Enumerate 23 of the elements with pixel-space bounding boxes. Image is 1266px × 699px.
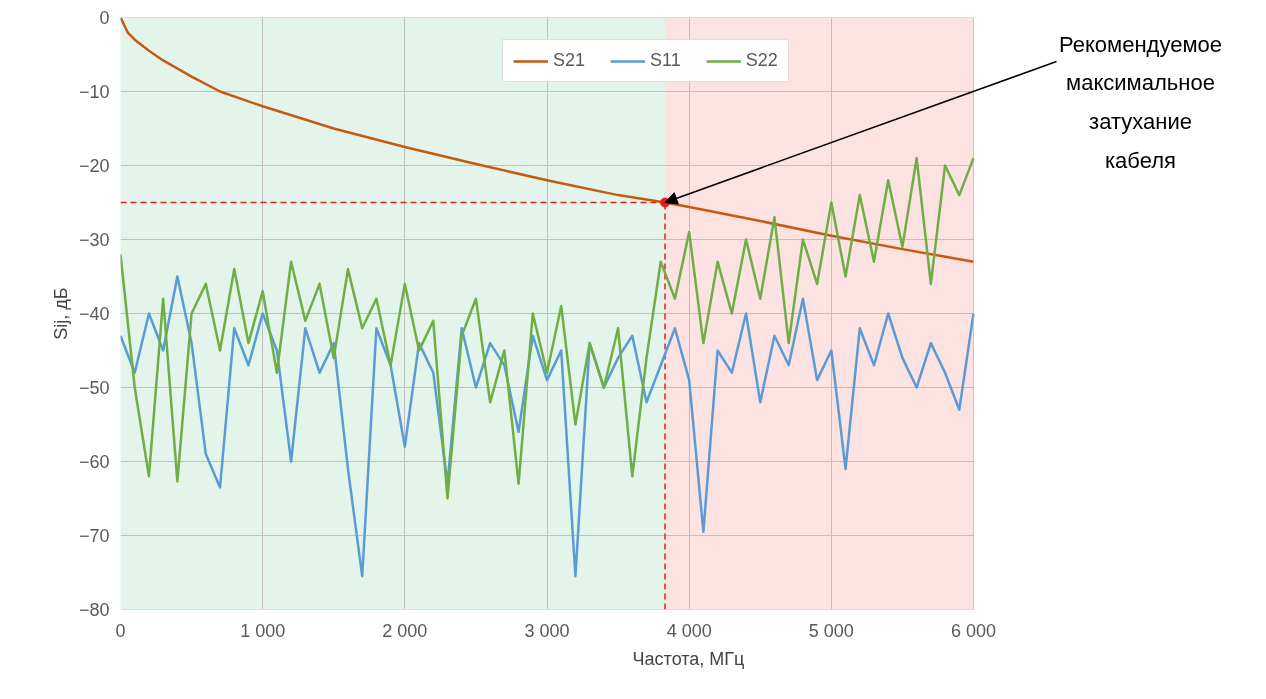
x-tick-label: 3 000 <box>524 620 570 641</box>
y-tick-label: 0 <box>99 8 110 28</box>
x-tick-label: 6 000 <box>950 620 997 641</box>
line-series <box>120 275 975 578</box>
legend-label: S22 <box>745 50 778 71</box>
x-tick-label: 5 000 <box>808 620 854 641</box>
y-tick-label: −80 <box>78 600 110 620</box>
y-tick-label: −20 <box>78 156 110 176</box>
y-tick-label: −30 <box>78 230 110 250</box>
legend-label: S11 <box>650 50 681 71</box>
x-tick-label: 2 000 <box>382 620 428 641</box>
legend-label: S21 <box>553 50 586 71</box>
y-tick-label: −10 <box>78 82 110 102</box>
x-tick-label: 0 <box>115 620 126 641</box>
x-tick-label: 4 000 <box>666 620 712 641</box>
y-tick-label: −50 <box>78 378 110 398</box>
y-tick-label: −60 <box>78 452 110 472</box>
x-axis-title: Частота, МГц <box>632 648 745 669</box>
annotation: Рекомендуемое максимальное затухание кабеля <box>1059 31 1222 173</box>
y-tick-label: −40 <box>78 304 110 324</box>
y-tick-label: −70 <box>78 526 110 546</box>
y-axis-title: Sij, дБ <box>50 287 71 340</box>
x-tick-label: 1 000 <box>240 620 286 641</box>
